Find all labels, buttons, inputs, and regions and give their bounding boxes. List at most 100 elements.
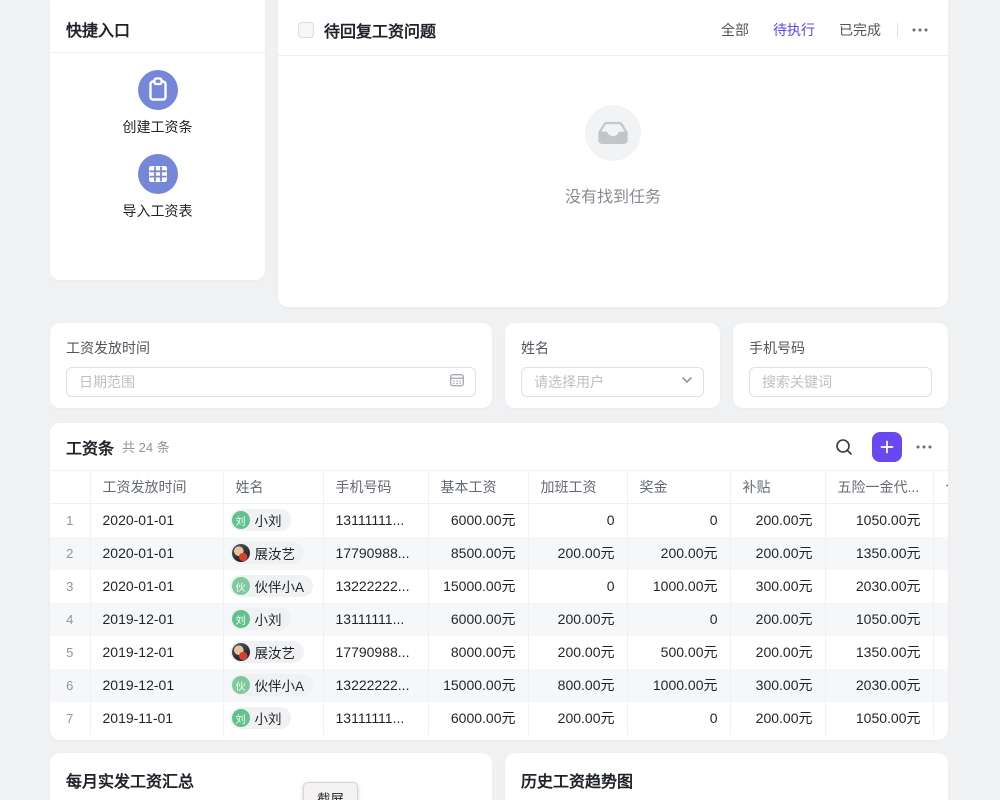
- tasks-title: 待回复工资问题: [324, 23, 437, 41]
- cell-bonus: 0: [627, 503, 731, 537]
- tab-pending[interactable]: 待执行: [773, 21, 815, 38]
- tab-all[interactable]: 全部: [721, 21, 749, 38]
- cell-index: 2: [50, 536, 91, 570]
- monthly-summary-title: 每月实发工资汇总: [66, 774, 195, 791]
- empty-text: 没有找到任务: [564, 189, 661, 206]
- avatar: [231, 544, 250, 562]
- keyword-search-input[interactable]: [749, 367, 932, 397]
- empty-state: 没有找到任务: [278, 105, 948, 207]
- cell-name: 伙伙伴小A: [223, 569, 324, 603]
- filter-pay-date-label: 工资发放时间: [66, 340, 150, 356]
- screenshot-tooltip[interactable]: 截屏: [303, 782, 358, 800]
- cell-phone: 13222222...: [323, 569, 429, 603]
- col-header-index: [50, 470, 91, 504]
- table-row[interactable]: 3 2020-01-01 伙伙伴小A 13222222... 15000.00元 0 100…: [50, 569, 948, 603]
- calendar-icon: [449, 372, 465, 393]
- cell-extra: [933, 603, 948, 636]
- table-row[interactable]: 5 2019-12-01 展汝艺 17790988... 8000.00元 200.00元…: [50, 635, 948, 669]
- cell-index: 1: [50, 503, 91, 537]
- user-chip[interactable]: 展汝艺: [229, 542, 304, 564]
- col-header-name: 姓名: [223, 470, 324, 504]
- cell-phone: 13111111...: [323, 602, 429, 636]
- cell-overtime-pay: 200.00元: [528, 602, 628, 636]
- table-row[interactable]: 1 2020-01-01 刘小刘 13111111... 6000.00元 0 0 200.0…: [50, 503, 948, 537]
- cell-pay-date: 2020-01-01: [90, 536, 224, 570]
- cell-pay-date: 2019-12-01: [90, 668, 224, 702]
- user-chip[interactable]: 刘小刘: [229, 707, 291, 729]
- cell-index: 4: [50, 602, 91, 636]
- cell-insurance: 1050.00元: [825, 701, 934, 735]
- cell-pay-date: 2019-11-01: [90, 701, 224, 735]
- cell-base-salary: 8000.00元: [428, 635, 529, 669]
- col-header-bonus: 奖金: [627, 470, 731, 504]
- col-header-base-salary: 基本工资: [428, 470, 529, 504]
- avatar: 伙: [231, 577, 250, 595]
- user-chip[interactable]: 展汝艺: [229, 641, 304, 663]
- date-range-input[interactable]: [66, 367, 476, 397]
- create-payslip-button[interactable]: 创建工资条: [50, 70, 265, 137]
- user-chip[interactable]: 刘小刘: [229, 608, 291, 630]
- user-chip[interactable]: 刘小刘: [229, 509, 291, 532]
- table-row[interactable]: 2 2020-01-01 展汝艺 17790988... 8500.00元 200.00元…: [50, 536, 948, 570]
- cell-base-salary: 15000.00元: [428, 668, 529, 702]
- cell-insurance: 2030.00元: [825, 569, 934, 603]
- cell-phone: 13222222...: [323, 668, 429, 702]
- quick-entry-card: 快捷入口 创建工资条 导入工资表: [50, 0, 265, 280]
- user-select-field[interactable]: [532, 373, 681, 391]
- tab-done[interactable]: 已完成: [839, 21, 881, 38]
- cell-base-salary: 6000.00元: [428, 503, 529, 537]
- cell-insurance: 1050.00元: [825, 503, 934, 537]
- import-salary-table-label: 导入工资表: [122, 203, 193, 219]
- avatar: 伙: [231, 676, 250, 694]
- add-record-button[interactable]: [872, 431, 902, 462]
- cell-index: 3: [50, 569, 91, 603]
- cell-overtime-pay: 200.00元: [528, 701, 628, 735]
- col-header-pay-date: 工资发放时间: [90, 470, 224, 504]
- cell-base-salary: 6000.00元: [428, 701, 529, 735]
- payroll-header: 工资条 共 24 条: [50, 423, 948, 470]
- cell-phone: 17790988...: [323, 635, 429, 669]
- chevron-down-icon: [681, 373, 693, 391]
- cell-pay-date: 2020-01-01: [90, 569, 224, 603]
- user-chip[interactable]: 伙伙伴小A: [229, 575, 314, 597]
- cell-extra: [933, 537, 948, 570]
- user-select[interactable]: [521, 367, 704, 397]
- cell-bonus: 0: [627, 602, 731, 636]
- cell-phone: 13111111...: [323, 701, 429, 735]
- user-name: 小刘: [254, 514, 282, 530]
- avatar: 刘: [231, 511, 250, 530]
- cell-extra: [933, 669, 948, 702]
- cell-name: 伙伙伴小A: [223, 668, 324, 702]
- cell-pay-date: 2020-01-01: [90, 503, 224, 537]
- import-salary-table-button[interactable]: 导入工资表: [50, 154, 265, 221]
- cell-extra: [933, 636, 948, 669]
- keyword-search-field[interactable]: [760, 373, 921, 391]
- col-header-overtime-pay: 加班工资: [528, 470, 628, 504]
- cell-bonus: 1000.00元: [627, 569, 731, 603]
- search-icon[interactable]: [834, 437, 854, 457]
- cell-subsidy: 200.00元: [730, 602, 826, 636]
- cell-index: 5: [50, 635, 91, 669]
- filter-phone: 手机号码: [733, 323, 948, 408]
- pending-salary-tasks-card: 待回复工资问题 全部 待执行 已完成 没有找到任务: [278, 0, 948, 307]
- cell-name: 展汝艺: [223, 635, 324, 669]
- table-row[interactable]: 4 2019-12-01 刘小刘 13111111... 6000.00元 200.00元…: [50, 602, 948, 636]
- user-name: 小刘: [254, 712, 282, 727]
- date-range-field[interactable]: [77, 373, 449, 391]
- cell-overtime-pay: 200.00元: [528, 635, 628, 669]
- more-icon[interactable]: [912, 28, 928, 32]
- avatar: 刘: [231, 610, 250, 628]
- user-name: 展汝艺: [254, 547, 296, 562]
- clipboard-icon: [137, 70, 178, 110]
- table-row[interactable]: 6 2019-12-01 伙伙伴小A 13222222... 15000.00元 800.…: [50, 668, 948, 702]
- cell-bonus: 0: [627, 701, 731, 735]
- cell-extra: [933, 702, 948, 735]
- user-chip[interactable]: 伙伙伴小A: [229, 674, 314, 696]
- user-name: 伙伴小A: [254, 580, 305, 595]
- table-row[interactable]: 7 2019-11-01 刘小刘 13111111... 6000.00元 200.00元…: [50, 701, 948, 735]
- table-more-icon[interactable]: [916, 445, 932, 449]
- cell-overtime-pay: 0: [528, 569, 628, 603]
- task-select-checkbox[interactable]: [298, 21, 314, 38]
- avatar: [231, 643, 250, 661]
- header-divider: [897, 22, 898, 37]
